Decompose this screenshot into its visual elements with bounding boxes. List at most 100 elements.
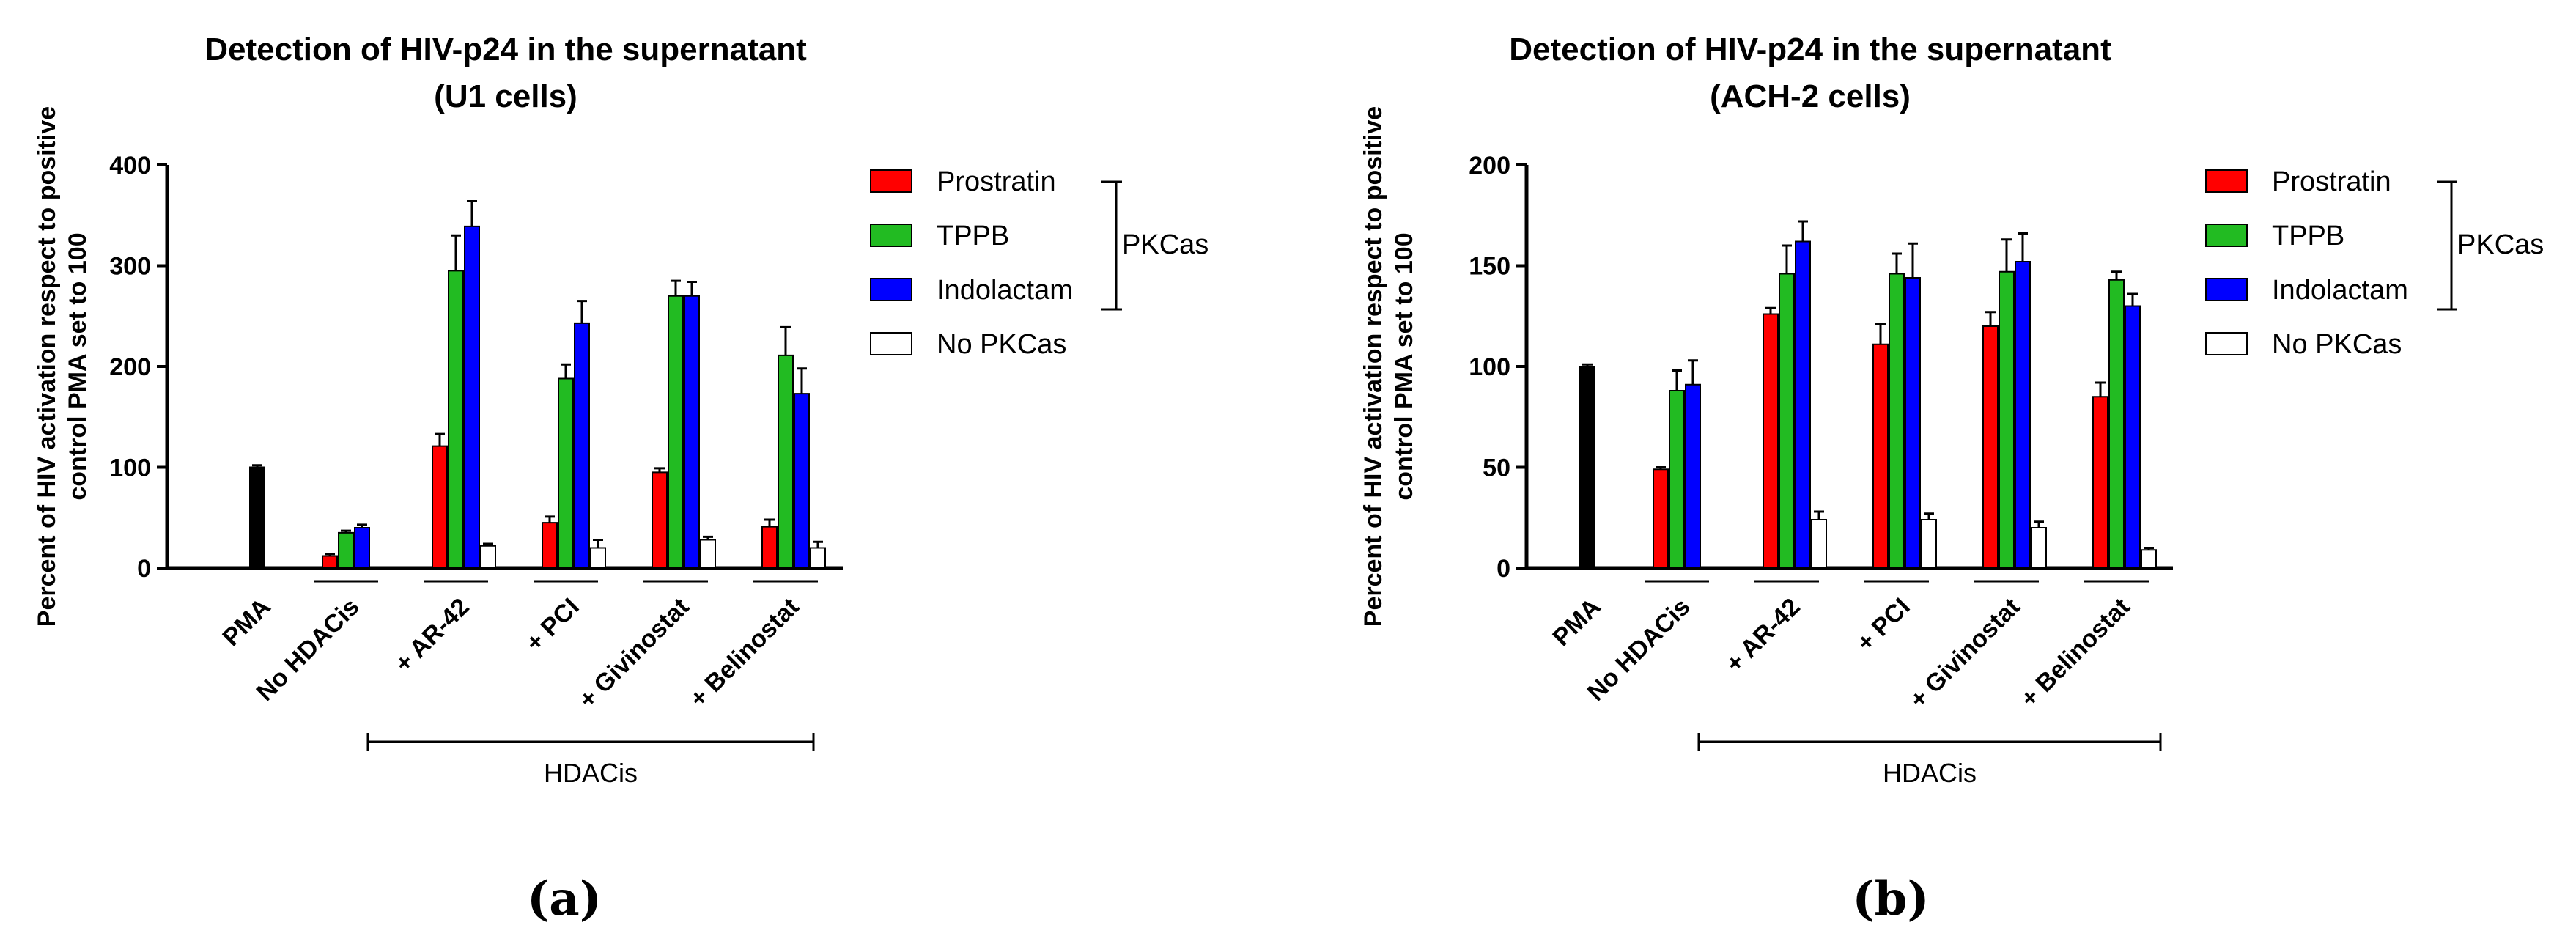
legend-label: Prostratin [937, 166, 1056, 197]
bar-indolactam [1905, 277, 1921, 569]
x-category-label: PMA [217, 593, 276, 652]
bar-tppb [668, 295, 684, 569]
chart-title: Detection of HIV-p24 in the supernatant [1509, 32, 2111, 67]
y-axis-label-line-2: control PMA set to 100 [64, 232, 92, 500]
x-category-label: + Givinostat [1905, 593, 2026, 714]
chart-panel-a: Detection of HIV-p24 in the supernatant (… [33, 32, 1208, 926]
bar-indolactam [1795, 240, 1811, 569]
bar-no-pkcas [480, 545, 496, 569]
y-tick-label: 200 [1469, 152, 1510, 180]
bar-indolactam [2015, 261, 2031, 569]
bar-prostratin [652, 471, 668, 569]
legend-label: TPPB [2272, 221, 2344, 251]
x-category-label: + AR-42 [389, 593, 474, 678]
bar-indolactam [1685, 383, 1701, 569]
legend-label: No PKCas [937, 329, 1066, 360]
bar-tppb [558, 377, 574, 569]
y-axis-label-line-1: Percent of HIV activation respect to pos… [33, 106, 61, 627]
legend-swatch [870, 332, 912, 355]
panel-label: (b) [1852, 872, 1929, 926]
x-category-label: + AR-42 [1720, 593, 1805, 678]
y-axis-label-line-1: Percent of HIV activation respect to pos… [1359, 106, 1387, 627]
legend-swatch [2205, 332, 2248, 355]
legend-label: No PKCas [2272, 329, 2402, 360]
legend: Prostratin TPPB Indolactam No PKCas PKCas [870, 166, 1208, 360]
bar-prostratin [1872, 343, 1889, 569]
bar-tppb [1779, 273, 1795, 569]
y-tick-label: 100 [1469, 353, 1510, 381]
legend-swatch [870, 224, 912, 247]
chart-title: Detection of HIV-p24 in the supernatant [204, 32, 807, 67]
chart-subtitle: (U1 cells) [434, 78, 577, 114]
x-category-label-text: PMA [217, 593, 276, 652]
bar-prostratin [761, 526, 778, 569]
y-tick-label: 400 [109, 152, 151, 180]
y-axis-label-line-2: control PMA set to 100 [1390, 232, 1418, 500]
x-category-label-text: + Belinostat [2015, 593, 2136, 713]
x-category-label-text: + Givinostat [1905, 593, 2026, 714]
bar-pma [249, 466, 265, 569]
y-tick-label: 300 [109, 253, 151, 281]
x-category-label: + PCI [520, 593, 585, 657]
y-tick-label: 50 [1483, 454, 1510, 482]
bar-no-pkcas [1921, 519, 1937, 569]
y-axis-label: Percent of HIV activation respect to pos… [33, 106, 92, 627]
legend-label: Prostratin [2272, 166, 2391, 197]
x-category-label-text: + AR-42 [1720, 593, 1805, 678]
bar-tppb [1889, 273, 1905, 569]
bar-no-pkcas [590, 547, 606, 569]
bar-no-pkcas [810, 547, 826, 569]
bar-prostratin [322, 555, 338, 569]
x-category-label-text: + Belinostat [684, 593, 805, 713]
y-tick-label: 0 [137, 555, 151, 583]
chart-panel-b: Detection of HIV-p24 in the supernatant (… [1359, 32, 2544, 926]
bar-tppb [448, 270, 464, 569]
legend-label: Indolactam [937, 275, 1073, 306]
bar-prostratin [2092, 396, 2108, 569]
bar-prostratin [1982, 325, 1999, 569]
x-category-label: + Belinostat [2015, 593, 2136, 713]
bar-no-pkcas [700, 539, 716, 569]
x-category-label-text: PMA [1547, 593, 1606, 652]
bar-tppb [338, 531, 354, 569]
bar-prostratin [542, 522, 558, 569]
bar-indolactam [2125, 305, 2141, 569]
legend-swatch [870, 278, 912, 301]
bar-no-pkcas [2141, 549, 2157, 569]
y-tick-label: 200 [109, 353, 151, 381]
bar-tppb [1669, 390, 1685, 569]
x-category-label-text: + PCI [520, 593, 585, 657]
legend-swatch [2205, 278, 2248, 301]
bar-tppb [2108, 279, 2125, 569]
legend-label: TPPB [937, 221, 1009, 251]
x-category-label: PMA [1547, 593, 1606, 652]
bar-indolactam [464, 225, 480, 569]
bar-indolactam [354, 527, 370, 569]
x-category-label: + Givinostat [574, 593, 695, 714]
bar-indolactam [574, 322, 590, 569]
legend: Prostratin TPPB Indolactam No PKCas PKCas [2205, 166, 2544, 360]
y-tick-label: 150 [1469, 253, 1510, 281]
bar-indolactam [684, 295, 700, 569]
legend-label: Indolactam [2272, 275, 2408, 306]
x-category-label-text: + AR-42 [389, 593, 474, 678]
bar-prostratin [1653, 468, 1669, 569]
hdacis-label: HDACis [544, 758, 638, 788]
hdacis-label: HDACis [1883, 758, 1977, 788]
x-category-label-text: + PCI [1851, 593, 1916, 657]
legend-swatch [870, 169, 912, 193]
bar-prostratin [432, 445, 448, 569]
pkcas-label: PKCas [1122, 229, 1208, 260]
x-category-label: + Belinostat [684, 593, 805, 713]
panel-label: (a) [527, 872, 602, 926]
y-axis-label: Percent of HIV activation respect to pos… [1359, 106, 1418, 627]
y-tick-label: 0 [1496, 555, 1510, 583]
bar-tppb [778, 354, 794, 569]
chart-subtitle: (ACH-2 cells) [1710, 78, 1911, 114]
x-category-label-text: + Givinostat [574, 593, 695, 714]
x-category-label: + PCI [1851, 593, 1916, 657]
bar-pma [1579, 366, 1595, 569]
bar-no-pkcas [1811, 519, 1827, 569]
pkcas-label: PKCas [2457, 229, 2544, 260]
